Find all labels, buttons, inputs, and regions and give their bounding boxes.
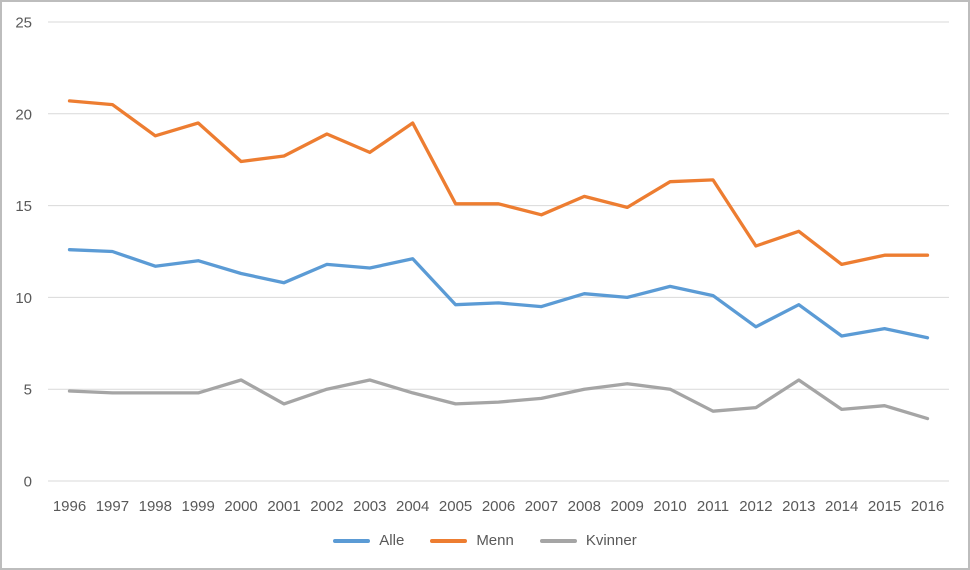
- x-axis-label: 2006: [482, 498, 515, 515]
- x-axis-label: 1999: [182, 498, 215, 515]
- x-axis-label: 2005: [439, 498, 472, 515]
- x-axis-label: 1997: [96, 498, 129, 515]
- legend: Alle Menn Kvinner: [2, 533, 968, 548]
- y-axis-label: 20: [15, 106, 32, 123]
- x-axis-label: 2008: [568, 498, 601, 515]
- gridlines: [48, 21, 949, 482]
- x-axis-label: 2000: [224, 498, 257, 515]
- x-axis-label: 2007: [525, 498, 558, 515]
- legend-label: Kvinner: [585, 532, 637, 549]
- y-axis-label: 10: [15, 290, 32, 307]
- x-axis-label: 2002: [310, 498, 343, 515]
- x-axis-label: 2001: [267, 498, 300, 515]
- x-axis-label: 2012: [739, 498, 772, 515]
- x-axis-label: 2009: [611, 498, 644, 515]
- x-axis-label: 2011: [697, 498, 729, 515]
- x-axis-label: 1996: [53, 498, 86, 515]
- legend-item-kvinner: Kvinner: [539, 532, 637, 549]
- series-line-kvinner: [67, 378, 930, 421]
- y-axis-label: 5: [24, 382, 32, 399]
- x-axis-label: 2003: [353, 498, 386, 515]
- x-axis-label: 2004: [396, 498, 429, 515]
- x-axis-label: 1998: [139, 498, 172, 515]
- y-axis-label: 0: [24, 474, 32, 491]
- legend-label: Menn: [476, 532, 514, 549]
- x-axis-label: 2016: [911, 498, 944, 515]
- legend-swatch-menn: [430, 538, 468, 543]
- y-axis-labels: 0 5 10 15 20 25: [15, 15, 32, 491]
- x-axis-labels: 1996 1997 1998 1999 2000 2001 2002 2003 2004 2005…: [53, 498, 944, 515]
- y-axis-label: 15: [15, 198, 32, 215]
- series-line-alle: [67, 248, 930, 340]
- x-axis-label: 2013: [782, 498, 815, 515]
- legend-item-menn: Menn: [430, 533, 514, 548]
- legend-label: Alle: [379, 532, 405, 549]
- x-axis-label: 2015: [868, 498, 901, 515]
- x-axis-label: 2010: [653, 498, 686, 515]
- y-axis-label: 25: [15, 15, 32, 32]
- series-lines: [67, 99, 930, 421]
- x-axis-label: 2014: [825, 498, 858, 515]
- series-line-menn: [67, 99, 930, 267]
- legend-swatch-kvinner: [539, 538, 577, 543]
- legend-swatch-alle: [333, 538, 371, 543]
- legend-item-alle: Alle: [333, 533, 404, 548]
